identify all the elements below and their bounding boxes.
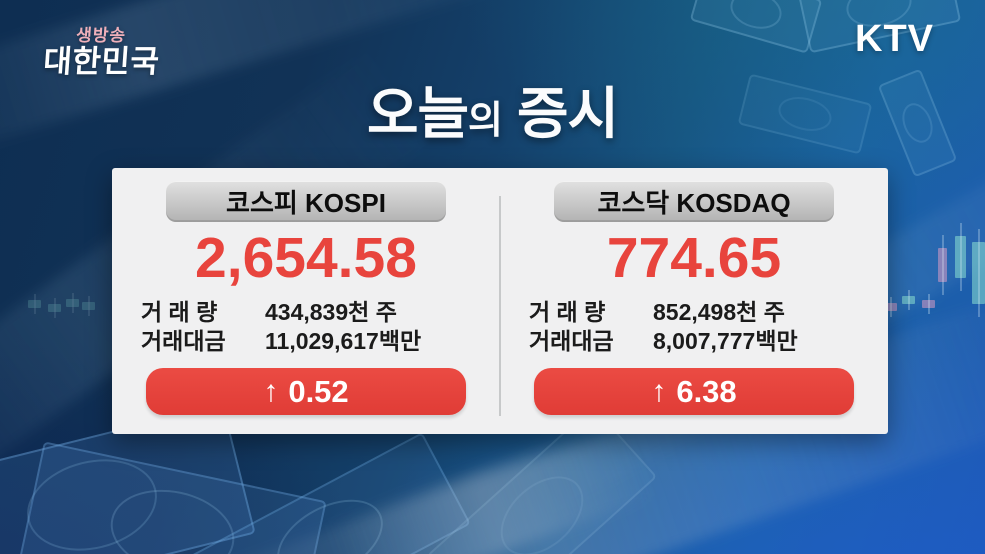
amount-label: 거래대금 (141, 328, 226, 355)
amount-value: 8,007,777백만 (653, 328, 798, 355)
kospi-change-badge: ↑ 0.52 (146, 368, 466, 416)
kospi-volume-row: 거 래 량 434,839천 주 (141, 298, 471, 327)
kosdaq-volume-row: 거 래 량 852,498천 주 (529, 298, 859, 327)
kosdaq-header-pill: 코스닥 KOSDAQ (554, 181, 834, 222)
kosdaq-amount-row: 거래대금 8,007,777백만 (529, 327, 859, 356)
volume-label: 거 래 량 (141, 298, 218, 325)
volume-value: 852,498천 주 (653, 298, 785, 325)
kosdaq-stats: 거 래 량 852,498천 주 거래대금 8,007,777백만 (529, 298, 859, 356)
kosdaq-change-badge: ↑ 6.38 (534, 368, 854, 416)
kosdaq-panel: 코스닥 KOSDAQ 774.65 거 래 량 852,498천 주 거래대금 … (500, 168, 888, 434)
kospi-header-pill: 코스피 KOSPI (166, 181, 446, 222)
title-word1: 오늘 (366, 82, 469, 145)
market-board: 코스피 KOSPI 2,654.58 거 래 량 434,839천 주 거래대금… (112, 168, 888, 434)
up-arrow-icon: ↑ (651, 374, 667, 408)
kosdaq-index-value: 774.65 (606, 226, 782, 290)
channel-logo-ktv: KTV (855, 18, 934, 60)
up-arrow-icon: ↑ (263, 374, 279, 408)
program-logo-line1: 생방송 (75, 26, 127, 45)
title-word2: 증시 (516, 82, 619, 145)
amount-label: 거래대금 (529, 328, 614, 355)
kospi-panel: 코스피 KOSPI 2,654.58 거 래 량 434,839천 주 거래대금… (112, 168, 500, 434)
kospi-stats: 거 래 량 434,839천 주 거래대금 11,029,617백만 (141, 298, 471, 356)
program-logo: 생방송 대한민국 (42, 26, 162, 79)
amount-value: 11,029,617백만 (265, 328, 422, 355)
kosdaq-change-value: 6.38 (676, 373, 737, 409)
volume-label: 거 래 량 (529, 298, 606, 325)
kospi-change-value: 0.52 (288, 373, 349, 409)
program-logo-line2: 대한민국 (42, 44, 161, 79)
kospi-amount-row: 거래대금 11,029,617백만 (141, 327, 471, 356)
title-particle: 의 (468, 100, 503, 142)
board-divider (499, 196, 501, 416)
kospi-index-value: 2,654.58 (195, 226, 417, 290)
volume-value: 434,839천 주 (265, 298, 397, 325)
page-title: 오늘의 증시 (0, 86, 985, 142)
